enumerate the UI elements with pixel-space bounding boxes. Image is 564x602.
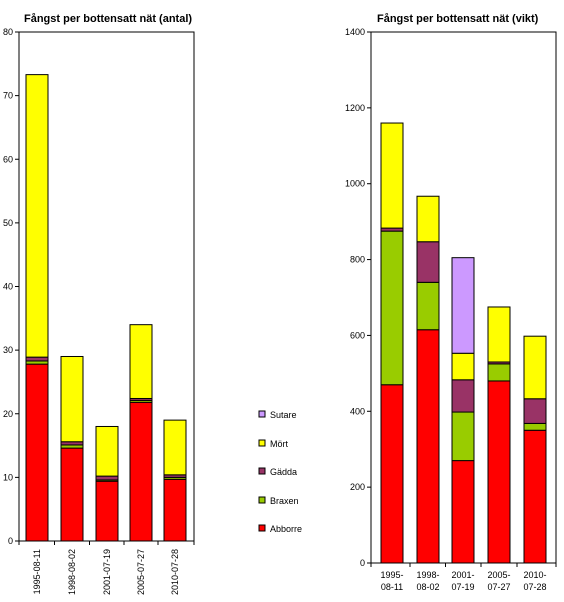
y-tick-label-count: 20	[3, 409, 13, 419]
chart-title-weight: Fångst per bottensatt nät (vikt)	[377, 13, 539, 25]
bar-segment-abborre	[416, 329, 440, 564]
bar-segment-abborre	[523, 429, 547, 564]
bar-segment-mört	[487, 306, 511, 363]
x-tick-label-weight: 1995-08-11	[380, 570, 403, 592]
y-tick-label-count: 60	[3, 154, 13, 164]
bar-segment-braxen	[523, 422, 547, 431]
legend-label-gädda: Gädda	[270, 467, 297, 477]
bar-segment-mört	[129, 324, 153, 399]
y-tick-label-count: 10	[3, 472, 13, 482]
bar-segment-braxen	[487, 363, 511, 382]
bar-segment-gädda	[25, 356, 49, 362]
bar-segment-gädda	[451, 379, 475, 413]
y-tick-label-weight: 1000	[345, 179, 365, 189]
bar-segment-mört	[416, 195, 440, 243]
x-tick-label-count: 2010-07-28	[170, 549, 180, 595]
bar-segment-abborre	[129, 401, 153, 542]
chart-count: Fångst per bottensatt nät (antal) 0 10 20 3…	[3, 13, 195, 595]
bar-segment-sutare	[451, 257, 475, 354]
legend-swatch-braxen	[258, 496, 266, 504]
y-tick-label-weight: 0	[360, 558, 365, 568]
bar-segment-mört	[163, 419, 187, 476]
legend-swatch-abborre	[258, 524, 266, 532]
bar-segment-mört	[60, 355, 84, 443]
y-tick-label-weight: 800	[350, 255, 365, 265]
chart-weight: Fångst per bottensatt nät (vikt) 0 200 400…	[345, 13, 557, 592]
bar-segment-braxen	[416, 281, 440, 331]
bar-segment-braxen	[451, 411, 475, 462]
legend-swatch-sutare	[258, 410, 266, 418]
legend-label-sutare: Sutare	[270, 410, 297, 420]
x-tick-label-count: 1998-08-02	[67, 549, 77, 595]
legend: Sutare Mört Gädda Braxen Abborre	[258, 410, 302, 534]
y-tick-label-weight: 400	[350, 406, 365, 416]
bar-segment-mört	[523, 335, 547, 400]
bar-segment-gädda	[95, 475, 119, 481]
bar-segment-mört	[380, 122, 404, 229]
bar-segment-abborre	[60, 447, 84, 542]
bar-segment-abborre	[451, 460, 475, 564]
x-tick-label-weight: 2001-07-19	[451, 570, 474, 592]
y-tick-label-count: 50	[3, 218, 13, 228]
legend-label-mört: Mört	[270, 439, 288, 449]
bar-segment-abborre	[25, 363, 49, 542]
legend-label-braxen: Braxen	[270, 496, 299, 506]
bar-segment-braxen	[380, 230, 404, 386]
y-tick-label-weight: 1400	[345, 27, 365, 37]
x-tick-label-count: 1995-08-11	[32, 549, 42, 594]
y-tick-label-count: 0	[8, 536, 13, 546]
y-tick-label-count: 70	[3, 91, 13, 101]
bar-segment-mört	[25, 74, 49, 358]
y-tick-label-count: 80	[3, 27, 13, 37]
y-tick-label-count: 30	[3, 345, 13, 355]
bar-segment-gädda	[416, 241, 440, 283]
bar-segment-abborre	[95, 480, 119, 542]
y-tick-label-weight: 1200	[345, 103, 365, 113]
bar-segment-abborre	[163, 478, 187, 542]
y-tick-label-weight: 600	[350, 330, 365, 340]
bar-segment-mört	[451, 352, 475, 381]
x-tick-label-weight: 2005-07-27	[487, 570, 510, 592]
bar-segment-gädda	[523, 398, 547, 424]
x-tick-label-count: 2001-07-19	[102, 549, 112, 595]
legend-label-abborre: Abborre	[270, 524, 302, 534]
y-tick-label-weight: 200	[350, 482, 365, 492]
x-tick-label-weight: 2010-07-28	[523, 570, 546, 592]
y-tick-label-count: 40	[3, 282, 13, 292]
x-tick-label-weight: 1998-08-02	[416, 570, 439, 592]
bar-segment-mört	[95, 425, 119, 477]
legend-swatch-mört	[258, 439, 266, 447]
legend-swatch-gädda	[258, 467, 266, 475]
chart-title-count: Fångst per bottensatt nät (antal)	[24, 13, 192, 25]
bar-segment-abborre	[380, 384, 404, 564]
bar-segment-abborre	[487, 380, 511, 564]
x-tick-label-count: 2005-07-27	[136, 549, 146, 595]
